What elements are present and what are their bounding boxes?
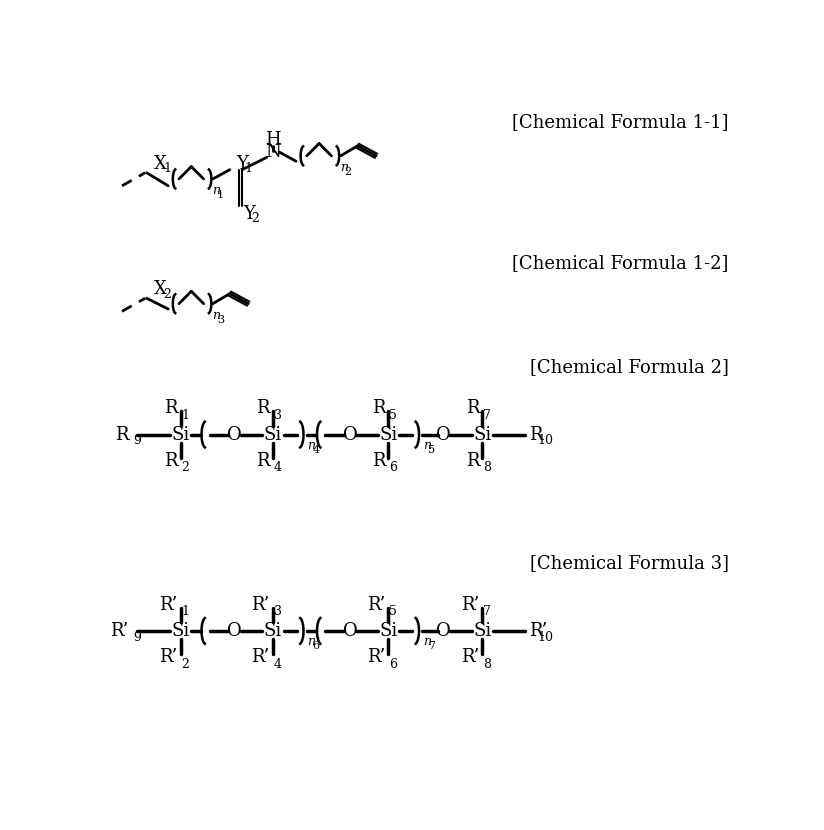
Text: X: X xyxy=(154,154,167,173)
Text: R: R xyxy=(372,452,386,470)
Text: 1: 1 xyxy=(217,190,224,200)
Text: R: R xyxy=(466,399,480,417)
Text: 1: 1 xyxy=(181,605,190,618)
Text: 1: 1 xyxy=(164,163,171,175)
Text: 7: 7 xyxy=(483,409,491,422)
Text: R: R xyxy=(466,452,480,470)
Text: 10: 10 xyxy=(537,631,553,643)
Text: H: H xyxy=(265,131,281,149)
Text: 4: 4 xyxy=(274,461,282,474)
Text: 6: 6 xyxy=(312,642,320,652)
Text: O: O xyxy=(343,622,358,640)
Text: 5: 5 xyxy=(428,445,435,455)
Text: Si: Si xyxy=(473,622,491,640)
Text: Si: Si xyxy=(379,426,397,443)
Text: R: R xyxy=(372,399,386,417)
Text: 2: 2 xyxy=(164,288,171,301)
Text: R’: R’ xyxy=(159,648,177,666)
Text: 7: 7 xyxy=(428,642,435,652)
Text: R’: R’ xyxy=(461,648,480,666)
Text: 9: 9 xyxy=(133,631,141,643)
Text: 3: 3 xyxy=(274,605,282,618)
Text: X: X xyxy=(154,280,167,298)
Text: Si: Si xyxy=(171,426,190,443)
Text: R: R xyxy=(256,452,269,470)
Text: n: n xyxy=(423,635,431,648)
Text: R’: R’ xyxy=(528,622,547,640)
Text: 8: 8 xyxy=(483,461,491,474)
Text: R: R xyxy=(528,426,542,443)
Text: O: O xyxy=(227,426,241,443)
Text: 8: 8 xyxy=(483,657,491,671)
Text: 7: 7 xyxy=(483,605,491,618)
Text: N: N xyxy=(265,143,281,161)
Text: O: O xyxy=(227,622,241,640)
Text: R’: R’ xyxy=(110,622,129,640)
Text: O: O xyxy=(343,426,358,443)
Text: R’: R’ xyxy=(461,596,480,613)
Text: O: O xyxy=(437,426,452,443)
Text: R’: R’ xyxy=(367,596,386,613)
Text: [Chemical Formula 3]: [Chemical Formula 3] xyxy=(530,554,728,572)
Text: n: n xyxy=(423,439,431,452)
Text: 5: 5 xyxy=(389,409,397,422)
Text: n: n xyxy=(307,635,316,648)
Text: [Chemical Formula 1-1]: [Chemical Formula 1-1] xyxy=(513,114,728,131)
Text: 1: 1 xyxy=(181,409,190,422)
Text: n: n xyxy=(212,184,220,197)
Text: 5: 5 xyxy=(389,605,397,618)
Text: R’: R’ xyxy=(251,596,269,613)
Text: Si: Si xyxy=(264,426,282,443)
Text: 2: 2 xyxy=(344,167,352,177)
Text: O: O xyxy=(437,622,452,640)
Text: R: R xyxy=(164,452,177,470)
Text: R: R xyxy=(256,399,269,417)
Text: R’: R’ xyxy=(367,648,386,666)
Text: R: R xyxy=(115,426,129,443)
Text: Si: Si xyxy=(171,622,190,640)
Text: [Chemical Formula 1-2]: [Chemical Formula 1-2] xyxy=(513,254,728,271)
Text: Si: Si xyxy=(379,622,397,640)
Text: 4: 4 xyxy=(312,445,320,455)
Text: 6: 6 xyxy=(389,461,397,474)
Text: 4: 4 xyxy=(274,657,282,671)
Text: 2: 2 xyxy=(251,212,260,226)
Text: 9: 9 xyxy=(133,434,141,447)
Text: n: n xyxy=(307,439,316,452)
Text: 1: 1 xyxy=(245,163,252,175)
Text: Y: Y xyxy=(236,154,248,173)
Text: 3: 3 xyxy=(274,409,282,422)
Text: n: n xyxy=(340,161,348,173)
Text: 3: 3 xyxy=(217,315,224,325)
Text: [Chemical Formula 2]: [Chemical Formula 2] xyxy=(530,358,728,375)
Text: 10: 10 xyxy=(537,434,553,447)
Text: 2: 2 xyxy=(181,657,190,671)
Text: Y: Y xyxy=(243,204,255,222)
Text: Si: Si xyxy=(473,426,491,443)
Text: 2: 2 xyxy=(181,461,190,474)
Text: 6: 6 xyxy=(389,657,397,671)
Text: R’: R’ xyxy=(251,648,269,666)
Text: R: R xyxy=(164,399,177,417)
Text: n: n xyxy=(212,309,220,322)
Text: R’: R’ xyxy=(159,596,177,613)
Text: Si: Si xyxy=(264,622,282,640)
